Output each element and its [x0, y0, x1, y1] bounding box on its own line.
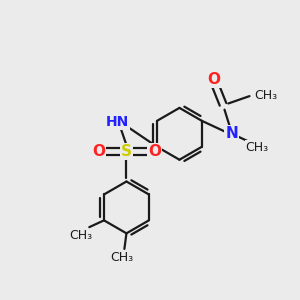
Text: CH₃: CH₃: [69, 230, 92, 242]
Text: CH₃: CH₃: [110, 251, 134, 264]
Text: CH₃: CH₃: [245, 141, 268, 154]
Text: N: N: [226, 126, 238, 141]
Text: HN: HN: [106, 115, 129, 129]
Text: S: S: [121, 144, 132, 159]
Text: CH₃: CH₃: [254, 89, 277, 102]
Text: O: O: [148, 144, 161, 159]
Text: O: O: [208, 72, 221, 87]
Text: O: O: [92, 144, 105, 159]
